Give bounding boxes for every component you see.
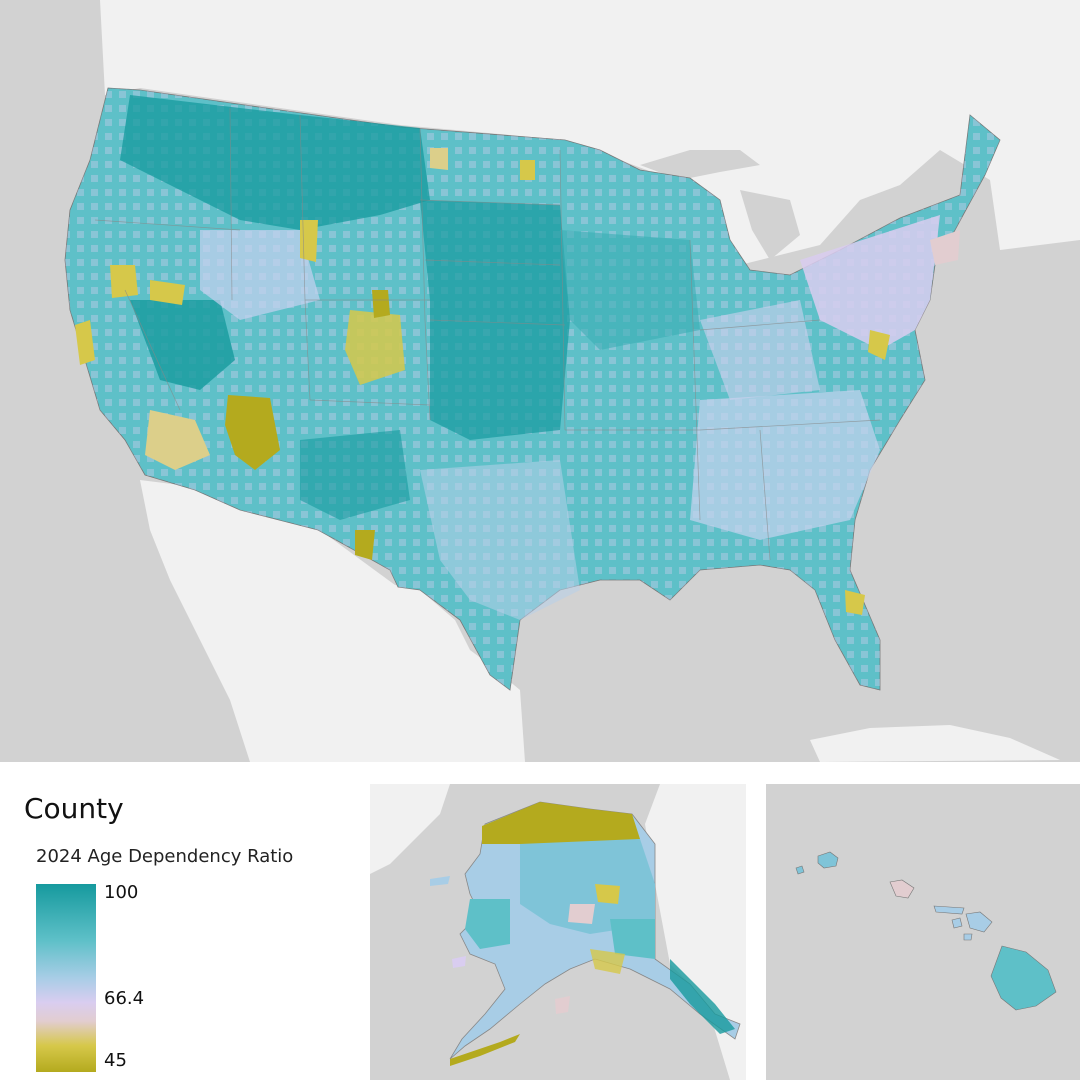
hawaii-svg — [795, 851, 1057, 1011]
legend-max-label: 100 — [104, 882, 139, 903]
region-low-sf — [75, 320, 95, 365]
state-boundaries — [94, 107, 881, 561]
nunivak-island — [452, 956, 466, 968]
region-high-plains — [420, 200, 570, 440]
alaska-kodiak — [555, 996, 570, 1014]
legend-subtitle: 2024 Age Dependency Ratio — [36, 846, 294, 867]
legend-min-label: 45 — [104, 1050, 127, 1071]
region-low-wtx — [355, 530, 375, 560]
alaska-panhandle — [670, 959, 735, 1034]
hawaii-big-island — [990, 945, 1057, 1011]
legend-title: County — [24, 792, 124, 825]
molokai — [933, 905, 965, 915]
region-low-fl — [845, 590, 865, 615]
russia-land — [370, 784, 450, 874]
canada-land — [0, 0, 1080, 265]
kauai — [817, 851, 839, 869]
region-low-sd — [520, 160, 535, 180]
region-high-nevada — [130, 300, 235, 390]
alaska-southwest-teal — [465, 899, 510, 949]
region-mid-ohio — [700, 300, 820, 400]
region-mid-northeast — [800, 215, 940, 350]
alaska-svg — [370, 784, 746, 1080]
niihau — [795, 865, 805, 875]
region-low-idaho — [300, 220, 318, 262]
region-low-socal — [145, 410, 210, 470]
mexico-land — [140, 480, 525, 762]
lake-superior — [640, 150, 760, 180]
alaska-north-slope — [482, 802, 640, 846]
contiguous-us-svg — [0, 0, 1080, 762]
maui — [965, 911, 993, 933]
region-low-arizona — [225, 395, 280, 470]
alaska-interior — [520, 839, 655, 934]
region-low-nw — [150, 280, 185, 305]
alaska-yellow-1 — [595, 884, 620, 904]
hawaii-inset-map — [766, 784, 1080, 1080]
alaska-inset-map — [370, 784, 746, 1080]
region-mid-southeast — [690, 390, 880, 540]
color-ramp — [36, 884, 96, 1072]
region-low-dc — [868, 330, 890, 360]
region-low-denver — [372, 290, 390, 318]
alaska-kenai — [590, 949, 625, 974]
region-low-ne-tan — [930, 230, 960, 265]
region-high-northwest — [120, 95, 430, 230]
alaska-south-teal — [610, 919, 655, 959]
legend-mid-label: 66.4 — [104, 988, 145, 1009]
alaska-aleutians — [450, 1034, 520, 1066]
kahoolawe — [963, 933, 973, 941]
region-low-utah — [345, 310, 405, 385]
region-low-nv — [110, 265, 138, 298]
region-mid-west — [200, 230, 320, 320]
region-high-nm — [300, 430, 410, 520]
cuba-land — [810, 725, 1060, 762]
legend: County 2024 Age Dependency Ratio 100 66.… — [0, 762, 360, 1080]
oahu — [889, 879, 915, 899]
region-mid-texas — [420, 460, 580, 620]
alaska-canada-land — [645, 784, 746, 1080]
lanai — [951, 917, 963, 929]
region-high-midwest — [560, 230, 700, 350]
region-low-nd — [430, 148, 448, 170]
lake-huron — [740, 190, 800, 260]
alaska-tan-1 — [568, 904, 595, 924]
st-lawrence-island — [430, 876, 450, 886]
contiguous-us-map — [0, 0, 1080, 762]
